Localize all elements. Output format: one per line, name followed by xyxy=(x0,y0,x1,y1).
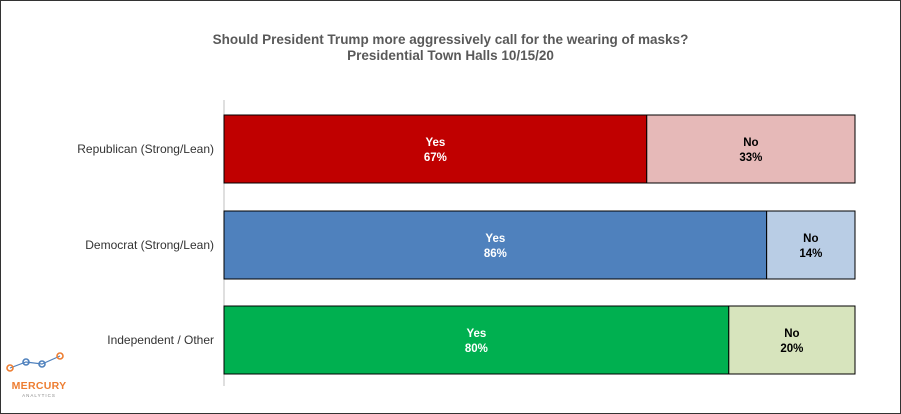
data-label-value: 86% xyxy=(484,248,507,260)
data-label-value: 20% xyxy=(780,343,803,355)
mercury-analytics-logo: MERCURY ANALYTICS xyxy=(4,350,78,402)
data-label-value: 33% xyxy=(739,152,762,164)
bar-segment-no xyxy=(646,114,856,184)
bar-segment-no xyxy=(728,305,856,375)
data-label-name: No xyxy=(743,137,758,149)
category-label: Republican (Strong/Lean) xyxy=(77,142,214,156)
data-label-name: Yes xyxy=(425,137,445,149)
chart-title: Should President Trump more aggressively… xyxy=(212,32,689,47)
bar-segment-yes xyxy=(223,210,768,280)
logo-name: MERCURY xyxy=(11,380,67,392)
data-label-value: 67% xyxy=(424,152,447,164)
logo-graph-icon xyxy=(6,352,64,372)
logo-subname: ANALYTICS xyxy=(22,393,56,398)
category-label: Democrat (Strong/Lean) xyxy=(85,238,214,252)
category-label: Independent / Other xyxy=(107,333,214,347)
bar-segment-yes xyxy=(223,305,730,375)
data-label-name: No xyxy=(784,328,799,340)
chart-subtitle: Presidential Town Halls 10/15/20 xyxy=(347,48,554,63)
data-label-value: 80% xyxy=(465,343,488,355)
data-label-name: Yes xyxy=(466,328,486,340)
data-label-name: Yes xyxy=(485,233,505,245)
data-label-value: 14% xyxy=(799,248,822,260)
bar-segment-yes xyxy=(223,114,648,184)
bar-segment-no xyxy=(766,210,856,280)
data-label-name: No xyxy=(803,233,818,245)
